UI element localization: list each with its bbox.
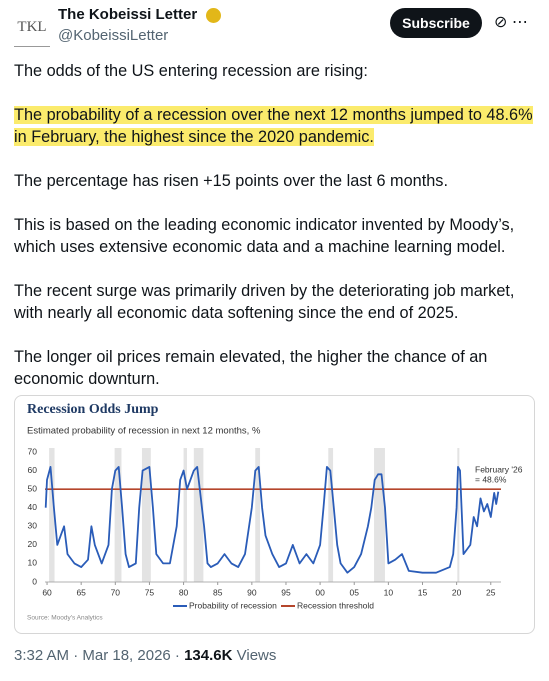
legend-label: Recession threshold <box>297 600 374 610</box>
x-tick-label: 25 <box>486 587 496 597</box>
x-tick-label: 15 <box>418 587 428 597</box>
paragraph: The recent surge was primarily driven by… <box>14 280 539 324</box>
paragraph-text: The recent surge was primarily driven by… <box>14 282 515 322</box>
timestamp[interactable]: 3:32 AM · Mar 18, 2026 · <box>14 647 180 664</box>
paragraph-text: The percentage has risen +15 points over… <box>14 172 448 190</box>
views-label: Views <box>236 647 277 664</box>
tweet-text: The odds of the US entering recession ar… <box>14 60 539 412</box>
x-tick-label: 90 <box>247 587 257 597</box>
x-tick-label: 75 <box>145 587 155 597</box>
x-tick-label: 20 <box>452 587 462 597</box>
annotation: February '26 <box>475 464 523 474</box>
x-tick-label: 10 <box>384 587 394 597</box>
more-icons[interactable]: ⊘ ⋯ <box>494 14 528 31</box>
chart-title: Recession Odds Jump <box>27 402 159 417</box>
paragraph-text: The probability of a recession over the … <box>14 106 533 146</box>
views-count: 134.6K <box>184 647 233 664</box>
verified-badge <box>206 8 221 23</box>
author-name[interactable]: The Kobeissi Letter <box>58 6 198 23</box>
chart-subtitle: Estimated probability of recession in ne… <box>27 426 261 437</box>
paragraph-text: The longer oil prices remain elevated, t… <box>14 348 488 388</box>
y-tick-label: 0 <box>32 576 37 586</box>
paragraph: The probability of a recession over the … <box>14 104 539 148</box>
tweet-footer: 3:32 AM · Mar 18, 2026 · 134.6K Views <box>14 647 276 664</box>
x-tick-label: 70 <box>111 587 121 597</box>
paragraph: This is based on the leading economic in… <box>14 214 539 258</box>
y-tick-label: 70 <box>28 446 38 456</box>
avatar[interactable]: TKL <box>14 10 50 47</box>
y-tick-label: 50 <box>28 483 38 493</box>
probability-line <box>44 466 500 574</box>
paragraph: The odds of the US entering recession ar… <box>14 60 539 82</box>
recession-band <box>183 448 187 582</box>
paragraph-text: This is based on the leading economic in… <box>14 216 515 256</box>
paragraph: The percentage has risen +15 points over… <box>14 170 539 192</box>
recession-band <box>49 448 55 582</box>
y-tick-label: 10 <box>28 558 38 568</box>
recession-band <box>457 448 460 582</box>
x-tick-label: 95 <box>281 587 291 597</box>
paragraph-text: The odds of the US entering recession ar… <box>14 62 368 80</box>
x-tick-label: 60 <box>42 587 52 597</box>
x-tick-label: 05 <box>349 587 359 597</box>
chart-source: Source: Moody's Analytics <box>27 615 103 622</box>
x-tick-label: 85 <box>213 587 223 597</box>
x-tick-label: 65 <box>76 587 86 597</box>
y-tick-label: 40 <box>28 502 38 512</box>
recession-band <box>255 448 261 582</box>
x-tick-label: 00 <box>315 587 325 597</box>
subscribe-button[interactable]: Subscribe <box>390 8 482 38</box>
chart: Recession Odds Jump Estimated probability… <box>27 402 523 622</box>
legend-label: Probability of recession <box>189 600 277 610</box>
recession-band <box>141 448 151 582</box>
recession-band <box>328 448 334 582</box>
recession-band <box>374 448 385 582</box>
recession-band <box>114 448 122 582</box>
annotation: = 48.6% <box>475 474 507 484</box>
y-tick-label: 30 <box>28 521 38 531</box>
y-tick-label: 60 <box>28 465 38 475</box>
recession-band <box>193 448 204 582</box>
author-handle[interactable]: @KobeissiLetter <box>58 27 169 44</box>
y-tick-label: 20 <box>28 539 38 549</box>
chart-image[interactable]: Recession Odds Jump Estimated probability… <box>14 395 535 634</box>
x-tick-label: 80 <box>179 587 189 597</box>
paragraph: The longer oil prices remain elevated, t… <box>14 346 539 390</box>
